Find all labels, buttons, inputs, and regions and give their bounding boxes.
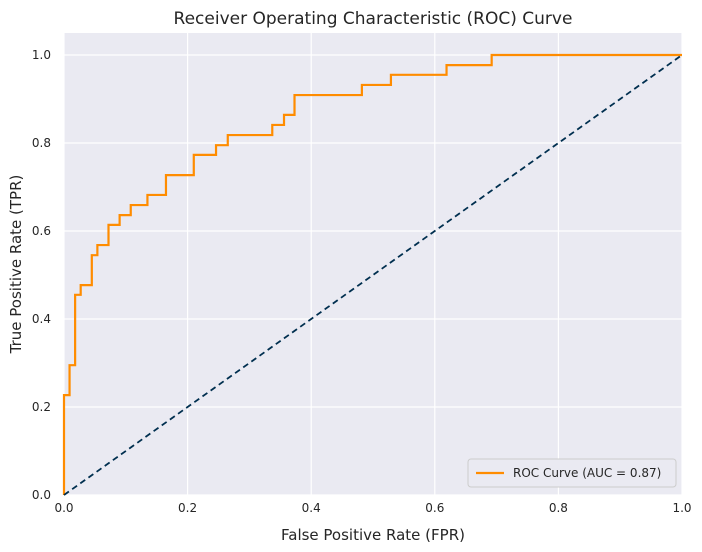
grid-lines [63,33,683,496]
diagonal-reference-line [63,54,683,496]
x-tick-label-0: 0.0 [54,501,73,515]
x-tick-label-5: 1.0 [672,501,691,515]
series-layer [62,53,683,496]
x-tick-label-1: 0.2 [178,501,197,515]
y-tick-label-1: 0.2 [32,400,51,414]
plot-background [64,33,682,495]
x-axis-label: False Positive Rate (FPR) [281,526,465,544]
tick-labels: 0.0 0.2 0.4 0.6 0.8 1.0 0.0 0.2 0.4 0.6 0.8 1.0 [32,48,692,515]
x-tick-label-3: 0.6 [425,501,444,515]
y-tick-label-0: 0.0 [32,488,51,502]
roc-curve-line [62,53,682,495]
y-tick-label-5: 1.0 [32,48,51,62]
y-tick-label-4: 0.8 [32,136,51,150]
chart-title: Receiver Operating Characteristic (ROC) … [174,9,573,29]
legend-box [467,458,677,488]
x-tick-label-4: 0.8 [549,501,568,515]
legend-label-roc: ROC Curve (AUC = 0.87) [513,466,661,480]
y-axis-label: True Positive Rate (TPR) [7,175,25,355]
y-tick-label-3: 0.6 [32,224,51,238]
y-tick-label-2: 0.4 [32,312,51,326]
x-tick-label-2: 0.4 [302,501,321,515]
legend: ROC Curve (AUC = 0.87) [467,458,677,488]
